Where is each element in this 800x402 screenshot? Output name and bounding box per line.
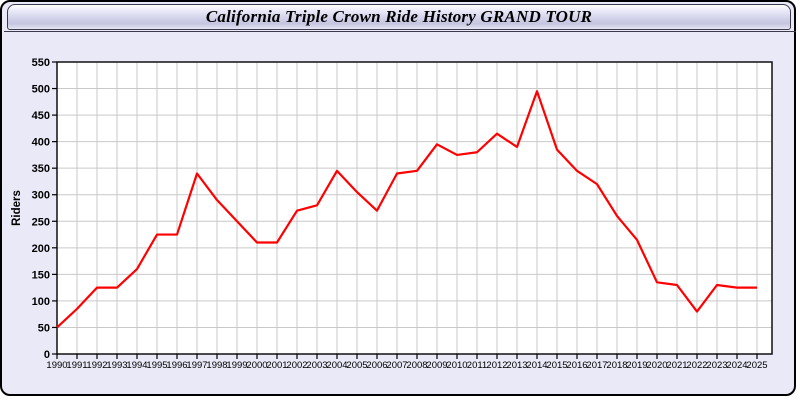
y-tick-label: 350	[32, 163, 50, 175]
y-tick-label: 200	[32, 243, 50, 255]
y-tick-label: 50	[38, 322, 50, 334]
x-tick-label: 2008	[406, 360, 427, 371]
x-tick-label: 2003	[306, 360, 327, 371]
x-tick-label: 2021	[666, 360, 687, 371]
plot-area	[57, 62, 772, 354]
x-tick-label: 2006	[366, 360, 387, 371]
x-tick-label: 1993	[106, 360, 127, 371]
x-tick-label: 2011	[467, 360, 487, 371]
y-tick-label: 550	[32, 57, 50, 69]
y-tick-label: 0	[44, 349, 50, 361]
x-tick-label: 2017	[586, 360, 607, 371]
x-tick-label: 2020	[646, 360, 667, 371]
x-tick-label: 2025	[746, 360, 767, 371]
x-tick-label: 2015	[546, 360, 567, 371]
x-tick-label: 2013	[506, 360, 527, 371]
x-tick-label: 2016	[566, 360, 587, 371]
y-tick-label: 300	[32, 190, 50, 202]
title-bar: California Triple Crown Ride History GRA…	[7, 4, 791, 30]
x-tick-label: 1997	[186, 360, 207, 371]
title-divider	[4, 31, 796, 32]
riders-series-line	[56, 90, 757, 329]
y-tick-label: 150	[32, 269, 50, 281]
x-tick-label: 2002	[286, 360, 307, 371]
x-tick-label: 2018	[606, 360, 627, 371]
x-tick-label: 1991	[66, 360, 87, 371]
x-tick-label: 2005	[346, 360, 367, 371]
x-tick-label: 2012	[486, 360, 507, 371]
x-tick-label: 2023	[706, 360, 727, 371]
chart-title: California Triple Crown Ride History GRA…	[205, 7, 593, 26]
x-tick-label: 2024	[726, 360, 747, 371]
y-tick-label: 450	[32, 110, 50, 122]
x-tick-label: 2004	[326, 360, 347, 371]
x-tick-label: 2001	[266, 360, 287, 371]
x-tick-label: 2019	[626, 360, 647, 371]
x-tick-label: 2010	[446, 360, 467, 371]
y-tick-label: 500	[32, 84, 50, 96]
x-tick-label: 1998	[206, 360, 227, 371]
x-tick-label: 2007	[386, 360, 407, 371]
y-tick-label: 250	[32, 216, 50, 228]
x-tick-label: 2009	[426, 360, 447, 371]
x-tick-label: 2022	[686, 360, 707, 371]
plot-border	[56, 61, 773, 355]
x-tick-label: 2014	[526, 360, 547, 371]
x-tick-label: 2000	[246, 360, 267, 371]
y-tick-label: 400	[32, 137, 50, 149]
y-tick-label: 100	[32, 296, 50, 308]
x-tick-label: 1999	[226, 360, 247, 371]
x-tick-label: 1992	[86, 360, 107, 371]
x-tick-label: 1996	[166, 360, 187, 371]
x-tick-label: 1995	[146, 360, 167, 371]
x-tick-label: 1994	[126, 360, 147, 371]
y-axis-title: Riders	[11, 190, 23, 226]
x-tick-label: 1990	[46, 360, 67, 371]
